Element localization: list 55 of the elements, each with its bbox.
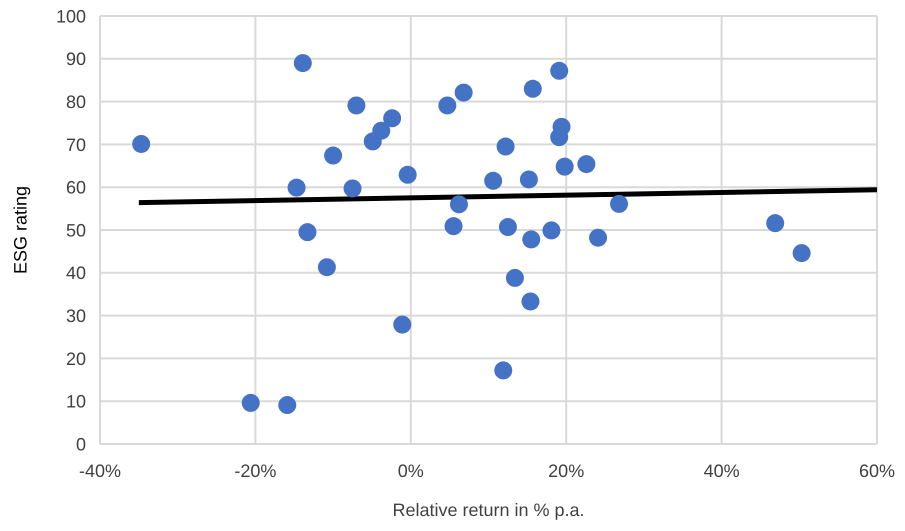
- point: [454, 84, 473, 102]
- point: [450, 195, 468, 214]
- point: [242, 394, 260, 412]
- point: [294, 54, 312, 72]
- point: [132, 134, 150, 153]
- y-tick-label: 0: [76, 434, 86, 454]
- x-tick-label: 20%: [548, 460, 584, 481]
- point: [344, 179, 362, 198]
- point: [522, 230, 540, 248]
- point: [288, 178, 306, 197]
- point: [506, 268, 524, 287]
- point: [792, 244, 811, 262]
- x-tick-label: -40%: [78, 460, 122, 481]
- point: [484, 172, 502, 190]
- point: [498, 218, 517, 236]
- point: [610, 194, 628, 213]
- point: [550, 128, 568, 146]
- point: [496, 138, 515, 156]
- point: [542, 221, 560, 240]
- point: [589, 228, 608, 247]
- point: [278, 396, 296, 414]
- x-tick-label: 0%: [398, 460, 424, 481]
- point: [520, 170, 538, 188]
- y-tick-label: 50: [66, 220, 86, 240]
- point: [438, 96, 456, 114]
- point: [318, 258, 336, 276]
- point: [347, 96, 366, 114]
- point: [524, 80, 542, 98]
- y-tick-label: 20: [66, 348, 86, 369]
- y-tick-label: 70: [66, 134, 86, 155]
- point: [398, 166, 417, 184]
- x-tick-label: 60%: [858, 460, 896, 481]
- y-tick-label: 80: [66, 92, 86, 112]
- y-axis-title: ESG rating: [10, 186, 30, 274]
- point: [393, 316, 412, 334]
- point: [766, 214, 784, 232]
- point: [364, 132, 382, 150]
- point: [298, 223, 316, 242]
- point: [383, 109, 402, 128]
- point: [444, 217, 463, 236]
- point: [324, 146, 342, 165]
- point: [550, 62, 568, 80]
- point: [577, 155, 596, 174]
- y-tick-label: 40: [66, 263, 86, 284]
- point: [521, 292, 540, 310]
- y-tick-label: 100: [56, 6, 86, 26]
- point: [556, 158, 574, 176]
- y-tick-label: 30: [66, 306, 86, 326]
- y-tick-label: 60: [66, 178, 86, 198]
- x-tick-label: -20%: [234, 460, 276, 481]
- x-axis-title: Relative return in % p.a.: [392, 500, 585, 520]
- y-tick-label: 90: [66, 49, 86, 70]
- y-tick-label: 10: [66, 392, 86, 412]
- x-tick-label: 40%: [704, 460, 740, 481]
- point: [494, 361, 512, 380]
